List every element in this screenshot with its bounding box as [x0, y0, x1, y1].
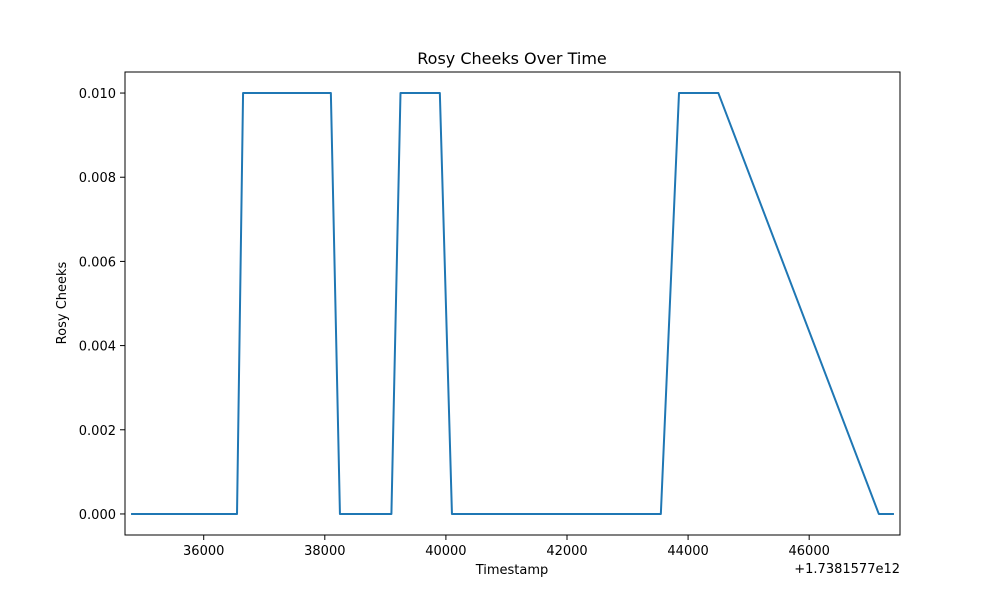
series-line-0	[131, 92, 894, 515]
y-tick-label: 0.000	[79, 508, 116, 523]
plot-frame	[124, 71, 901, 536]
x-tick-label: 46000	[789, 544, 830, 559]
x-axis-offset-label: +1.7381577e12	[794, 562, 900, 577]
plot-area	[125, 72, 900, 535]
y-tick-label: 0.002	[79, 424, 116, 439]
y-axis-label: Rosy Cheeks	[55, 261, 70, 344]
x-tick-label: 40000	[425, 544, 466, 559]
y-tick-label: 0.008	[79, 171, 116, 186]
y-axis-ticks: 0.000 0.002 0.004 0.006 0.008 0.010	[79, 87, 125, 523]
x-tick-label: 42000	[546, 544, 587, 559]
chart-title: Rosy Cheeks Over Time	[417, 49, 607, 68]
x-axis-ticks: 36000 38000 40000 42000 44000 46000	[183, 535, 830, 559]
x-axis-label: Timestamp	[475, 563, 549, 578]
y-tick-label: 0.006	[79, 255, 116, 270]
y-tick-label: 0.010	[79, 87, 116, 102]
x-tick-label: 36000	[183, 544, 224, 559]
y-tick-label: 0.004	[79, 340, 116, 355]
marks-layer	[131, 92, 894, 515]
x-tick-label: 38000	[304, 544, 345, 559]
x-tick-label: 44000	[667, 544, 708, 559]
